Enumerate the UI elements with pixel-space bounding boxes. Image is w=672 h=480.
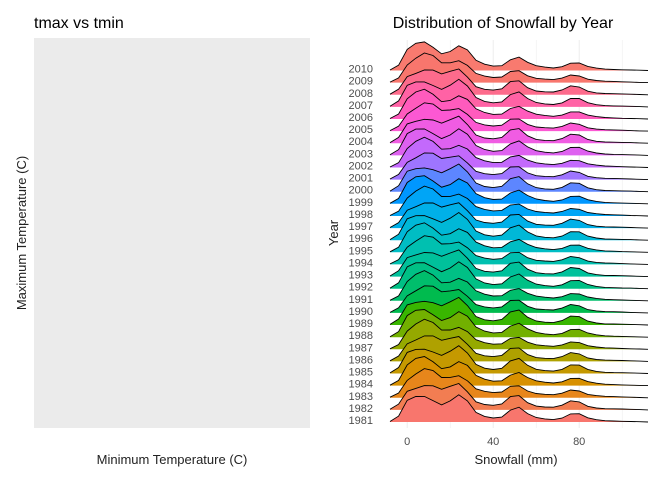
ridge-line-1994 — [389, 235, 649, 265]
year-label: 2003 — [349, 148, 373, 160]
scatter-panel — [34, 38, 310, 428]
x-tick-label: 0 — [404, 436, 410, 448]
ridge-line-2009 — [389, 52, 649, 84]
ridge-line-1999 — [389, 175, 649, 205]
year-label: 1999 — [349, 197, 373, 209]
year-label: 2007 — [349, 100, 373, 112]
year-label: 1995 — [349, 245, 373, 257]
ridge-line-1998 — [389, 185, 649, 217]
ridge-line-1996 — [389, 211, 649, 241]
ridge-line-2008 — [389, 68, 649, 96]
year-label: 1993 — [349, 270, 373, 282]
ridgeline-year-labels: 2010200920082007200620052004200320022001… — [349, 64, 373, 427]
ridgeline-x-ticks: 0 40 80 — [404, 436, 585, 448]
ridge-line-2005 — [389, 102, 649, 132]
ridge-line-1984 — [389, 356, 649, 387]
year-label: 1983 — [349, 391, 373, 403]
year-label: 1986 — [349, 354, 373, 366]
ridge-line-1982 — [389, 382, 649, 411]
year-label: 1997 — [349, 221, 373, 233]
ridgeline-title: Distribution of Snowfall by Year — [393, 15, 614, 32]
year-label: 1984 — [349, 379, 373, 391]
year-label: 2004 — [349, 136, 373, 148]
ridge-line-2010 — [389, 41, 649, 71]
ridge-line-1983 — [389, 368, 649, 399]
year-label: 2005 — [349, 124, 373, 136]
ridge-line-1997 — [389, 202, 649, 229]
scatter-y-label: Maximum Temperature (C) — [14, 156, 29, 310]
ridge-line-2004 — [389, 115, 649, 144]
ridge-line-2003 — [389, 128, 649, 156]
year-label: 2010 — [349, 64, 373, 76]
year-label: 1994 — [349, 257, 373, 269]
ridge-line-2006 — [389, 88, 649, 120]
ridge-line-1995 — [389, 222, 649, 253]
ridge-line-1986 — [389, 335, 649, 362]
ridge-line-1988 — [389, 309, 649, 338]
ridge-area-1981 — [390, 394, 648, 422]
ridge-line-1991 — [389, 270, 649, 302]
ridgeline-x-label: Snowfall (mm) — [474, 452, 557, 467]
year-label: 1982 — [349, 403, 373, 415]
scatter-x-label: Minimum Temperature (C) — [97, 452, 248, 467]
ridge-line-1981 — [389, 394, 649, 423]
year-label: 1987 — [349, 342, 373, 354]
ridge-line-1993 — [389, 249, 649, 278]
year-label: 1991 — [349, 294, 373, 306]
year-label: 1996 — [349, 233, 373, 245]
year-label: 1998 — [349, 209, 373, 221]
year-label: 1989 — [349, 318, 373, 330]
x-tick-label: 40 — [487, 436, 499, 448]
year-label: 2006 — [349, 112, 373, 124]
year-label: 2008 — [349, 88, 373, 100]
x-tick-label: 80 — [573, 436, 585, 448]
year-label: 2002 — [349, 160, 373, 172]
year-label: 2001 — [349, 173, 373, 185]
ridge-line-1987 — [389, 318, 649, 350]
ridgeline-curves — [389, 41, 649, 423]
year-label: 2009 — [349, 76, 373, 88]
ridgeline-chart: Distribution of Snowfall by Year 2010200… — [326, 15, 649, 467]
year-label: 1990 — [349, 306, 373, 318]
ridge-line-2002 — [389, 136, 649, 168]
ridgeline-y-label: Year — [326, 219, 341, 246]
scatter-title: tmax vs tmin — [34, 15, 124, 32]
ridge-line-2000 — [389, 163, 649, 193]
year-label: 1992 — [349, 282, 373, 294]
year-label: 1981 — [349, 415, 373, 427]
year-label: 1988 — [349, 330, 373, 342]
scatter-chart: tmax vs tmin Minimum Temperature (C) Max… — [14, 15, 310, 467]
ridge-line-1990 — [389, 285, 649, 314]
year-label: 1985 — [349, 367, 373, 379]
ridge-line-1989 — [389, 296, 649, 326]
ridge-line-1992 — [389, 261, 649, 290]
ridge-line-1985 — [389, 345, 649, 374]
ridge-line-2007 — [389, 78, 649, 108]
year-label: 2000 — [349, 185, 373, 197]
ridge-line-2001 — [389, 152, 649, 181]
